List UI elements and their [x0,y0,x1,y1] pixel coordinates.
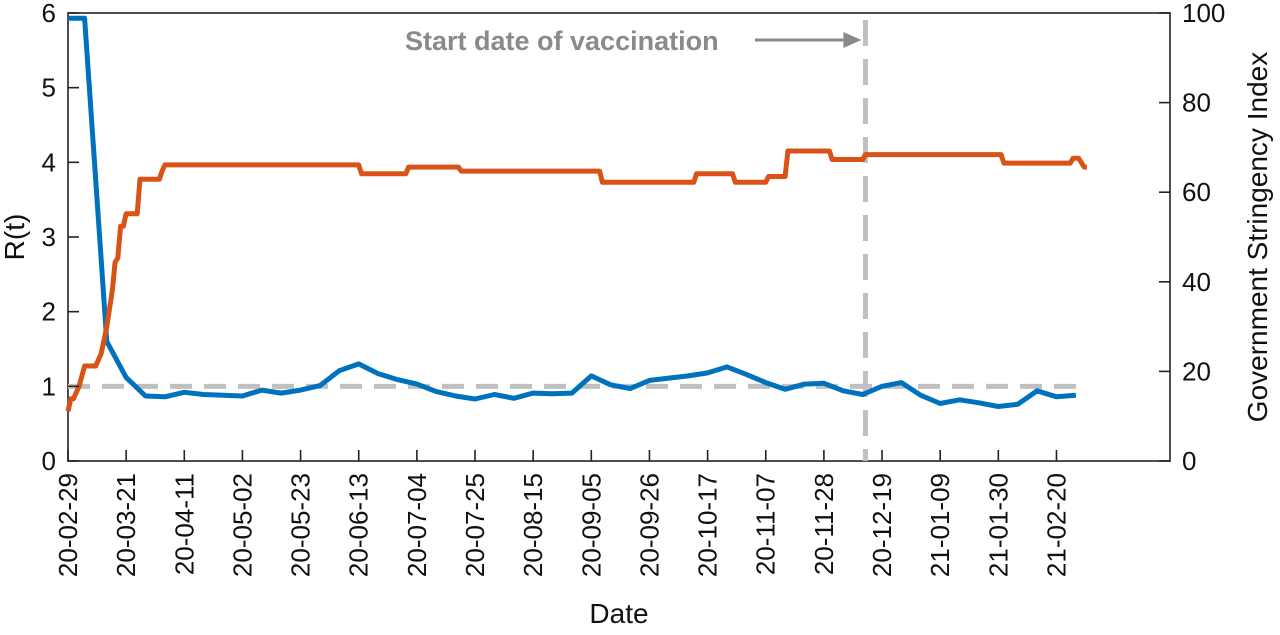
x-tick-label: 20-07-04 [402,473,432,577]
x-tick-label: 20-05-23 [286,473,316,577]
right-axis-ticks: 0 20 40 60 80 100 [1159,0,1225,476]
y-axis-right-label: Government Stringency Index [1242,52,1273,422]
x-tick-label: 20-04-11 [169,473,199,575]
series-lines [65,15,1087,412]
x-tick-label: 20-09-26 [635,473,665,577]
x-tick-label: 21-01-09 [925,473,955,577]
x-tick-label: 20-06-13 [344,473,374,577]
x-tick-label: 20-12-19 [867,473,897,577]
x-tick-label: 20-10-17 [693,473,723,577]
y-axis-left-label: R(t) [0,214,30,261]
y-left-tick-label: 2 [42,297,56,327]
y-left-tick-label: 6 [42,0,56,28]
plot-area: Start date of vaccination 0 1 2 3 4 5 6 0 20 40 6… [42,0,1226,577]
x-tick-label: 21-01-30 [983,473,1013,577]
y-right-tick-label: 40 [1182,267,1211,297]
x-tick-label: 20-11-07 [751,473,781,575]
y-left-tick-label: 4 [42,147,56,177]
x-tick-label: 20-09-05 [576,473,606,577]
y-left-tick-label: 1 [42,371,56,401]
x-tick-label: 20-11-28 [809,473,839,575]
x-axis-label: Date [589,598,648,629]
y-left-tick-label: 5 [42,73,56,103]
x-tick-label: 20-02-29 [53,473,83,577]
y-right-tick-label: 100 [1182,0,1225,28]
x-tick-label: 20-03-21 [111,473,141,577]
y-right-tick-label: 20 [1182,356,1211,386]
y-right-tick-label: 60 [1182,177,1211,207]
annotation: Start date of vaccination [405,26,862,56]
x-tick-label: 20-08-15 [518,473,548,577]
series-line-stringency-index [65,148,1087,412]
y-right-tick-label: 0 [1182,446,1196,476]
vaccination-annotation-arrow-head [843,32,862,48]
y-left-tick-label: 3 [42,222,56,252]
left-axis-ticks: 0 1 2 3 4 5 6 [42,0,79,476]
reference-lines [68,20,1082,461]
x-axis-ticks: 20-02-29 20-03-21 20-04-11 20-05-02 20-05-23… [53,450,1072,577]
x-tick-label: 21-02-20 [1042,473,1072,577]
vaccination-annotation-text: Start date of vaccination [405,26,719,56]
x-tick-label: 20-05-02 [227,473,257,577]
y-right-tick-label: 80 [1182,88,1211,118]
x-tick-label: 20-07-25 [460,473,490,577]
y-left-tick-label: 0 [42,446,56,476]
series-line-rt [68,15,1077,409]
